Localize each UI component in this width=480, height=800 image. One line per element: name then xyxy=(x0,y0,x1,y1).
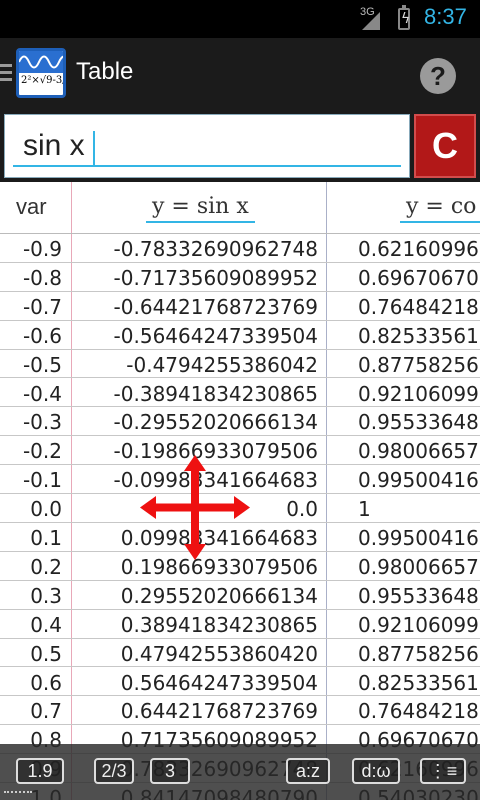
cell-cos: 0.99500416 xyxy=(358,468,479,493)
cell-sin: -0.29552020666134 xyxy=(113,410,318,435)
key-letters[interactable]: a:z xyxy=(286,758,330,784)
table-row[interactable]: 0.0 0.0 1 xyxy=(0,494,480,523)
cell-cos: 0.82533561 xyxy=(358,323,479,348)
key-numbers[interactable]: 1.9 xyxy=(16,758,64,784)
cell-sin: 0.64421768723769 xyxy=(120,699,318,724)
cell-cos: 0.92106099 xyxy=(358,381,479,406)
table-row[interactable]: 0.2 0.19866933079506 0.98006657 xyxy=(0,552,480,581)
cell-sin: -0.71735609089952 xyxy=(113,265,318,290)
key-powers[interactable]: 3 xyxy=(150,758,190,784)
table-row[interactable]: -0.6 -0.56464247339504 0.82533561 xyxy=(0,321,480,350)
table-row[interactable]: 0.6 0.56464247339504 0.82533561 xyxy=(0,668,480,697)
cell-sin: 0.56464247339504 xyxy=(120,670,318,695)
cell-cos: 0.69670670 xyxy=(358,265,479,290)
cell-cos: 0.92106099 xyxy=(358,612,479,637)
cell-sin: 0.09983341664683 xyxy=(120,526,318,550)
cell-var: -0.7 xyxy=(22,294,62,319)
table-row[interactable]: 0.3 0.29552020666134 0.95533648 xyxy=(0,581,480,610)
table-row[interactable]: 0.7 0.64421768723769 0.76484218 xyxy=(0,696,480,726)
cell-sin: 0.0 xyxy=(286,497,318,522)
table-row[interactable]: -0.9 -0.78332690962748 0.62160996 xyxy=(0,234,480,263)
status-bar: 3G ϟ 8:37 xyxy=(0,0,480,38)
table-row[interactable]: -0.8 -0.71735609089952 0.69670670 xyxy=(0,263,480,292)
overflow-indicator xyxy=(4,791,32,794)
cell-var: 0.7 xyxy=(30,699,62,724)
table-row[interactable]: -0.2 -0.19866933079506 0.98006657 xyxy=(0,436,480,466)
cell-var: 0.6 xyxy=(30,670,62,695)
cell-cos: 1 xyxy=(358,497,371,522)
table-row[interactable]: -0.7 -0.64421768723769 0.76484218 xyxy=(0,292,480,321)
signal-icon xyxy=(362,12,380,30)
table-row[interactable]: 0.4 0.38941834230865 0.92106099 xyxy=(0,610,480,639)
cell-var: 0.1 xyxy=(30,526,62,550)
cell-sin: -0.19866933079506 xyxy=(113,439,318,464)
cell-sin: 0.29552020666134 xyxy=(120,583,318,608)
clear-button[interactable]: C xyxy=(414,114,476,178)
header-cos[interactable]: y = co xyxy=(400,194,480,223)
cell-sin: -0.64421768723769 xyxy=(113,294,318,319)
cell-sin: -0.38941834230865 xyxy=(113,381,318,406)
cell-sin: 0.38941834230865 xyxy=(120,612,318,637)
battery-charging-icon: ϟ xyxy=(398,5,410,30)
keyboard-toolbar: 1.9 2/3 3 a:z d:ω ⋮≡ xyxy=(0,744,480,800)
cell-cos: 0.62160996 xyxy=(358,237,479,261)
cell-var: 0.0 xyxy=(30,497,62,522)
cell-var: 0.5 xyxy=(30,641,62,666)
network-type: 3G xyxy=(360,6,375,18)
cell-sin: 0.47942553860420 xyxy=(120,641,318,666)
cell-sin: -0.78332690962748 xyxy=(113,237,318,261)
cell-var: 0.4 xyxy=(30,612,62,637)
action-bar: 2²×√9-3/2 Table ? xyxy=(0,38,480,110)
cell-sin: -0.56464247339504 xyxy=(113,323,318,348)
menu-icon[interactable] xyxy=(0,64,12,82)
table-row[interactable]: 0.5 0.47942553860420 0.87758256 xyxy=(0,639,480,668)
cell-var: -0.1 xyxy=(22,468,62,493)
page-title: Table xyxy=(76,58,134,85)
column-divider xyxy=(71,182,72,800)
pan-arrows-icon xyxy=(140,455,250,560)
status-clock: 8:37 xyxy=(424,4,467,29)
key-greek[interactable]: d:ω xyxy=(352,758,400,784)
cell-sin: -0.4794255386042 xyxy=(126,352,318,377)
key-fractions[interactable]: 2/3 xyxy=(94,758,134,784)
expression-text: sin x xyxy=(23,129,85,162)
cell-var: 0.3 xyxy=(30,583,62,608)
table-row[interactable]: -0.3 -0.29552020666134 0.95533648 xyxy=(0,407,480,437)
cell-cos: 0.82533561 xyxy=(358,670,479,695)
text-cursor xyxy=(93,131,95,165)
header-sin[interactable]: y = sin x xyxy=(146,194,255,223)
cell-cos: 0.87758256 xyxy=(358,352,479,377)
cell-cos: 0.95533648 xyxy=(358,410,479,435)
table-row[interactable]: 0.1 0.09983341664683 0.99500416 xyxy=(0,523,480,552)
cell-var: -0.2 xyxy=(22,439,62,464)
cell-sin: 0.19866933079506 xyxy=(120,554,318,579)
cell-sin: -0.09983341664683 xyxy=(113,468,318,493)
cell-var: -0.9 xyxy=(22,237,62,261)
table-row[interactable]: -0.5 -0.4794255386042 0.87758256 xyxy=(0,350,480,379)
cell-cos: 0.76484218 xyxy=(358,294,479,319)
cell-var: -0.4 xyxy=(22,381,62,406)
table-row[interactable]: -0.1 -0.09983341664683 0.99500416 xyxy=(0,465,480,495)
cell-cos: 0.98006657 xyxy=(358,439,479,464)
app-icon-formula: 2²×√9-3/2 xyxy=(21,75,66,86)
cell-var: -0.8 xyxy=(22,265,62,290)
key-functions[interactable]: ⋮≡ xyxy=(420,758,466,784)
help-button[interactable]: ? xyxy=(420,58,456,94)
cell-var: -0.6 xyxy=(22,323,62,348)
expression-row: sin x C xyxy=(0,110,480,182)
header-var: var xyxy=(16,194,47,219)
table-row[interactable]: -0.4 -0.38941834230865 0.92106099 xyxy=(0,379,480,408)
cell-cos: 0.76484218 xyxy=(358,699,479,724)
expression-input[interactable]: sin x xyxy=(4,114,410,178)
cell-cos: 0.95533648 xyxy=(358,583,479,608)
cell-cos: 0.87758256 xyxy=(358,641,479,666)
column-divider xyxy=(326,182,327,800)
table-header: var y = sin x y = co xyxy=(0,182,480,234)
cell-var: 0.2 xyxy=(30,554,62,579)
cell-var: -0.3 xyxy=(22,410,62,435)
cell-cos: 0.98006657 xyxy=(358,554,479,579)
cell-cos: 0.99500416 xyxy=(358,526,479,550)
cell-var: -0.5 xyxy=(22,352,62,377)
graphing-calculator-app-icon[interactable]: 2²×√9-3/2 xyxy=(16,48,66,98)
